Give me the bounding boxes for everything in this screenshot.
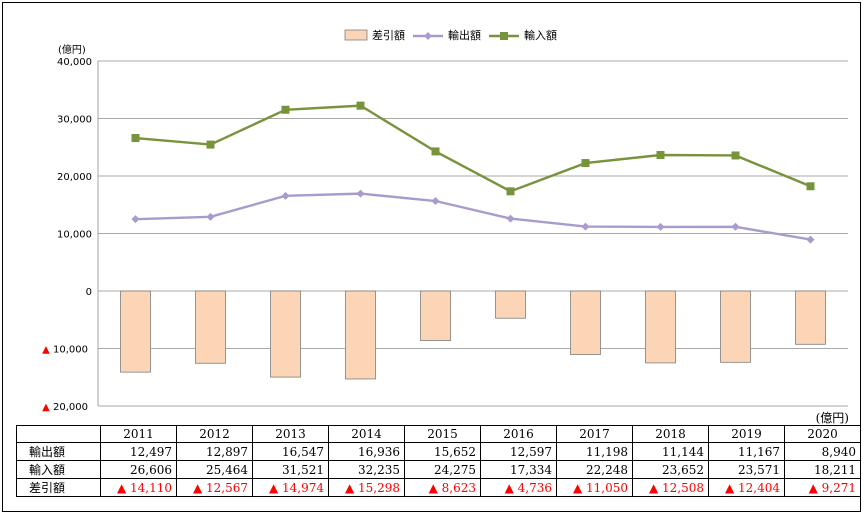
diff-bar: [270, 290, 301, 378]
year-header: 2014: [328, 425, 405, 443]
y-tick-label: 0: [86, 287, 92, 298]
table-cell: ▲ 12,508: [632, 478, 709, 497]
year-header: 2015: [404, 425, 481, 443]
export-point: [731, 222, 740, 231]
export-point: [431, 197, 440, 206]
import-point: [206, 140, 215, 149]
table-cell: ▲ 4,736: [480, 478, 557, 497]
legend-label-export: 輸出額: [448, 28, 481, 42]
year-header: 2018: [632, 425, 709, 443]
legend-marker-import: [500, 32, 508, 40]
year-header-row: 2011 2012 2013 2014 2015 2016 2017 2018 2019 2020: [16, 425, 861, 443]
diff-bar: [195, 290, 226, 364]
year-header: 2013: [252, 425, 329, 443]
table-cell: ▲ 8,623: [404, 478, 481, 497]
diff-bar: [795, 290, 826, 345]
year-header: 2011: [100, 425, 177, 443]
y-tick-label: 20,000: [57, 172, 92, 183]
diff-bar: [120, 290, 151, 373]
table-cell: 12,597: [480, 442, 557, 461]
table-cell: 11,167: [708, 442, 785, 461]
diff-bar: [645, 290, 676, 364]
table-cell: 24,275: [404, 460, 481, 479]
table-cell: ▲ 15,298: [328, 478, 405, 497]
export-point: [806, 235, 815, 244]
table-unit-label: (億円): [815, 411, 849, 425]
export-line: [135, 192, 811, 241]
import-point: [656, 151, 665, 160]
diff-bar: [570, 290, 601, 355]
import-point: [281, 105, 290, 114]
table-cell: 23,571: [708, 460, 785, 479]
row-label: 差引額: [16, 478, 101, 497]
export-point: [131, 215, 140, 224]
row-label: 輸入額: [16, 460, 101, 479]
import-point: [431, 147, 440, 156]
legend-marker-export: [424, 32, 432, 40]
import-point: [506, 187, 515, 196]
table-cell: 16,547: [252, 442, 329, 461]
table-cell: 11,144: [632, 442, 709, 461]
y-tick-label: ▲ 20,000: [42, 402, 88, 413]
table-cell: ▲ 12,404: [708, 478, 785, 497]
year-header: 2017: [556, 425, 633, 443]
year-header: 2020: [784, 425, 861, 443]
y-tick-label: 30,000: [57, 115, 92, 126]
import-point: [356, 101, 365, 110]
table-cell: ▲ 12,567: [176, 478, 253, 497]
export-point: [281, 191, 290, 200]
data-table: 2011 2012 2013 2014 2015 2016 2017 2018 2019 2020…: [16, 425, 861, 497]
diff-bar: [720, 290, 751, 363]
table-cell: 16,936: [328, 442, 405, 461]
diff-bar: [420, 290, 451, 341]
export-point: [206, 212, 215, 221]
table-row: 輸入額 26,606 25,464 31,521 32,235 24,275 17,334 2…: [16, 460, 861, 479]
table-row: 輸出額 12,497 12,897 16,547 16,936 15,652 12,597 1…: [16, 442, 861, 461]
table-body: 輸出額 12,497 12,897 16,547 16,936 15,652 12,597 1…: [16, 442, 861, 497]
table-cell: ▲ 14,974: [252, 478, 329, 497]
table-cell: 32,235: [328, 460, 405, 479]
y-tick-label: 40,000: [57, 57, 92, 68]
table-cell: 8,940: [784, 442, 861, 461]
export-point: [506, 214, 515, 223]
import-point: [806, 182, 815, 191]
table-cell: ▲ 11,050: [556, 478, 633, 497]
table-cell: 12,497: [100, 442, 177, 461]
table-cell: 15,652: [404, 442, 481, 461]
table-cell: ▲ 9,271: [784, 478, 861, 497]
table-cell: 12,897: [176, 442, 253, 461]
import-point: [731, 151, 740, 160]
table-cell: 31,521: [252, 460, 329, 479]
export-point: [356, 189, 365, 198]
table-cell: 22,248: [556, 460, 633, 479]
legend-label-import: 輸入額: [524, 28, 557, 42]
year-header: 2016: [480, 425, 557, 443]
table-cell: 23,652: [632, 460, 709, 479]
table-cell: 17,334: [480, 460, 557, 479]
table-cell: 25,464: [176, 460, 253, 479]
export-point: [656, 222, 665, 231]
diff-bar: [495, 290, 526, 319]
import-line: [135, 104, 811, 193]
diff-bar: [345, 290, 376, 380]
table-cell: 11,198: [556, 442, 633, 461]
table-cell: ▲ 14,110: [100, 478, 177, 497]
y-unit-label: (億円): [58, 43, 86, 56]
year-header: 2019: [708, 425, 785, 443]
legend-swatch-diff: [344, 29, 368, 41]
table-cell: 18,211: [784, 460, 861, 479]
legend-label-diff: 差引額: [372, 28, 405, 42]
export-point: [581, 222, 590, 231]
trade-chart: ▲ 20,000 ▲ 10,000 0 10,000 20,000 30,000 40,00…: [42, 28, 848, 413]
row-label: 輸出額: [16, 442, 101, 461]
y-tick-label: 10,000: [57, 230, 92, 241]
table-cell: 26,606: [100, 460, 177, 479]
y-tick-label: ▲ 10,000: [42, 345, 88, 356]
table-row: 差引額 ▲ 14,110 ▲ 12,567 ▲ 14,974 ▲ 15,298 ▲ 8,6…: [16, 478, 861, 497]
year-header: 2012: [176, 425, 253, 443]
table-corner: [16, 425, 101, 443]
import-point: [581, 159, 590, 168]
import-point: [131, 134, 140, 143]
